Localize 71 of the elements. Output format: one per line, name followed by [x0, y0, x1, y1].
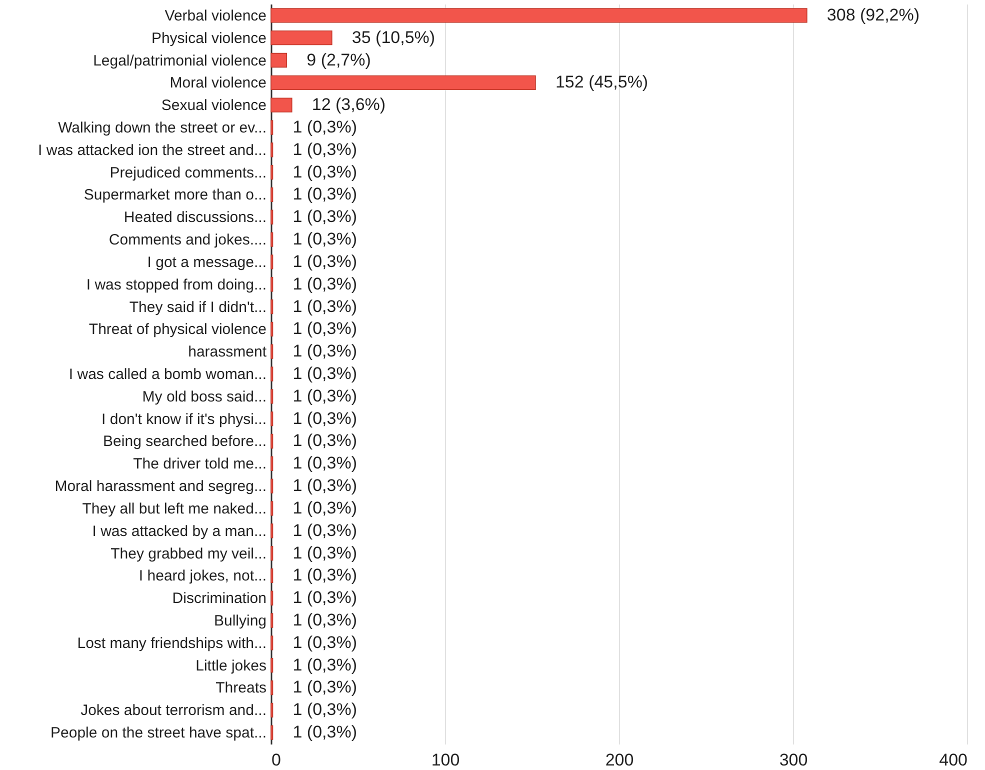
y-tick-label: Threat of physical violence — [88, 321, 266, 338]
data-label: 1 (0,3%) — [292, 364, 357, 383]
data-label: 1 (0,3%) — [292, 454, 357, 473]
data-label: 1 (0,3%) — [292, 722, 357, 742]
data-label: 1 (0,3%) — [292, 632, 357, 652]
y-tick-label: Physical violence — [151, 30, 266, 47]
y-tick-label: I don't know if it's physi... — [102, 410, 266, 428]
y-tick-label: Moral harassment and segreg... — [54, 478, 266, 496]
data-label: 1 (0,3%) — [292, 700, 357, 720]
y-tick-label: I heard jokes, not... — [138, 568, 266, 585]
y-tick-label: Threats — [216, 680, 266, 697]
y-tick-label: They said if I didn't... — [129, 298, 266, 316]
y-tick-label: Prejudiced comments... — [110, 164, 266, 182]
y-tick-label: The driver told me... — [133, 456, 266, 473]
data-label: 1 (0,3%) — [292, 296, 357, 316]
y-tick-label: Heated discussions... — [124, 209, 266, 226]
data-label: 1 (0,3%) — [292, 588, 357, 608]
data-label: 1 (0,3%) — [292, 566, 357, 585]
y-tick-label: Being searched before... — [103, 433, 266, 450]
data-label: 1 (0,3%) — [292, 520, 357, 540]
y-tick-label: Verbal violence — [164, 7, 266, 24]
data-label: 152 (45,5%) — [555, 72, 648, 92]
y-tick-label: Discrimination — [172, 590, 266, 608]
data-label: 1 (0,3%) — [292, 140, 357, 159]
data-label: 1 (0,3%) — [292, 476, 357, 496]
data-label: 1 (0,3%) — [292, 386, 357, 406]
data-label: 35 (10,5%) — [352, 28, 436, 47]
y-tick-label: I got a message... — [147, 254, 266, 271]
y-tick-label: harassment — [188, 344, 268, 361]
y-tick-label: I was called a bomb woman... — [68, 366, 266, 383]
x-tick-label: 100 — [431, 750, 460, 770]
y-tick-label: I was attacked ion the street and... — [38, 142, 266, 159]
data-label: 1 (0,3%) — [292, 610, 357, 630]
data-label: 1 (0,3%) — [292, 184, 357, 204]
y-tick-label: I was stopped from doing... — [86, 276, 266, 294]
data-label: 1 (0,3%) — [292, 342, 357, 361]
y-tick-label: They grabbed my veil... — [110, 545, 266, 562]
data-label: 12 (3,6%) — [312, 95, 386, 114]
data-label: 1 (0,3%) — [292, 274, 357, 294]
y-tick-label: Legal/patrimonial violence — [93, 52, 266, 70]
data-label: 1 (0,3%) — [292, 207, 357, 226]
data-label: 1 (0,3%) — [292, 230, 357, 249]
y-tick-label: Bullying — [214, 612, 266, 630]
y-tick-label: My old boss said... — [142, 388, 266, 406]
data-label: 1 (0,3%) — [292, 117, 357, 136]
y-tick-label: Comments and jokes.... — [108, 232, 266, 249]
data-label: 1 (0,3%) — [292, 319, 357, 338]
y-tick-label: Lost many friendships with... — [77, 634, 266, 652]
data-label: 1 (0,3%) — [292, 543, 357, 562]
x-tick-label: 400 — [939, 750, 968, 770]
data-label: 308 (92,2%) — [826, 5, 920, 24]
y-tick-label: Sexual violence — [161, 97, 266, 114]
y-tick-label: Supermarket more than o... — [84, 186, 266, 204]
data-label: 1 (0,3%) — [292, 655, 357, 674]
y-tick-label: Jokes about terrorism and... — [80, 702, 266, 720]
x-tick-label: 0 — [272, 750, 281, 770]
data-label: 1 (0,3%) — [292, 498, 357, 518]
x-tick-label: 300 — [779, 750, 808, 770]
data-label: 1 (0,3%) — [292, 678, 357, 697]
data-label: 1 (0,3%) — [292, 431, 357, 450]
y-tick-label: People on the street have spat... — [50, 724, 266, 742]
y-tick-label: Moral violence — [170, 74, 266, 92]
y-tick-label: I was attacked by a man... — [92, 522, 266, 540]
data-label: 1 (0,3%) — [292, 408, 357, 428]
data-label: 9 (2,7%) — [306, 50, 371, 70]
y-tick-label: Walking down the street or ev... — [58, 119, 266, 136]
y-tick-label: Little jokes — [196, 657, 266, 674]
data-label: 1 (0,3%) — [292, 252, 357, 271]
data-label: 1 (0,3%) — [292, 162, 357, 182]
x-tick-label: 200 — [605, 750, 634, 770]
y-tick-label: They all but left me naked... — [82, 500, 266, 518]
